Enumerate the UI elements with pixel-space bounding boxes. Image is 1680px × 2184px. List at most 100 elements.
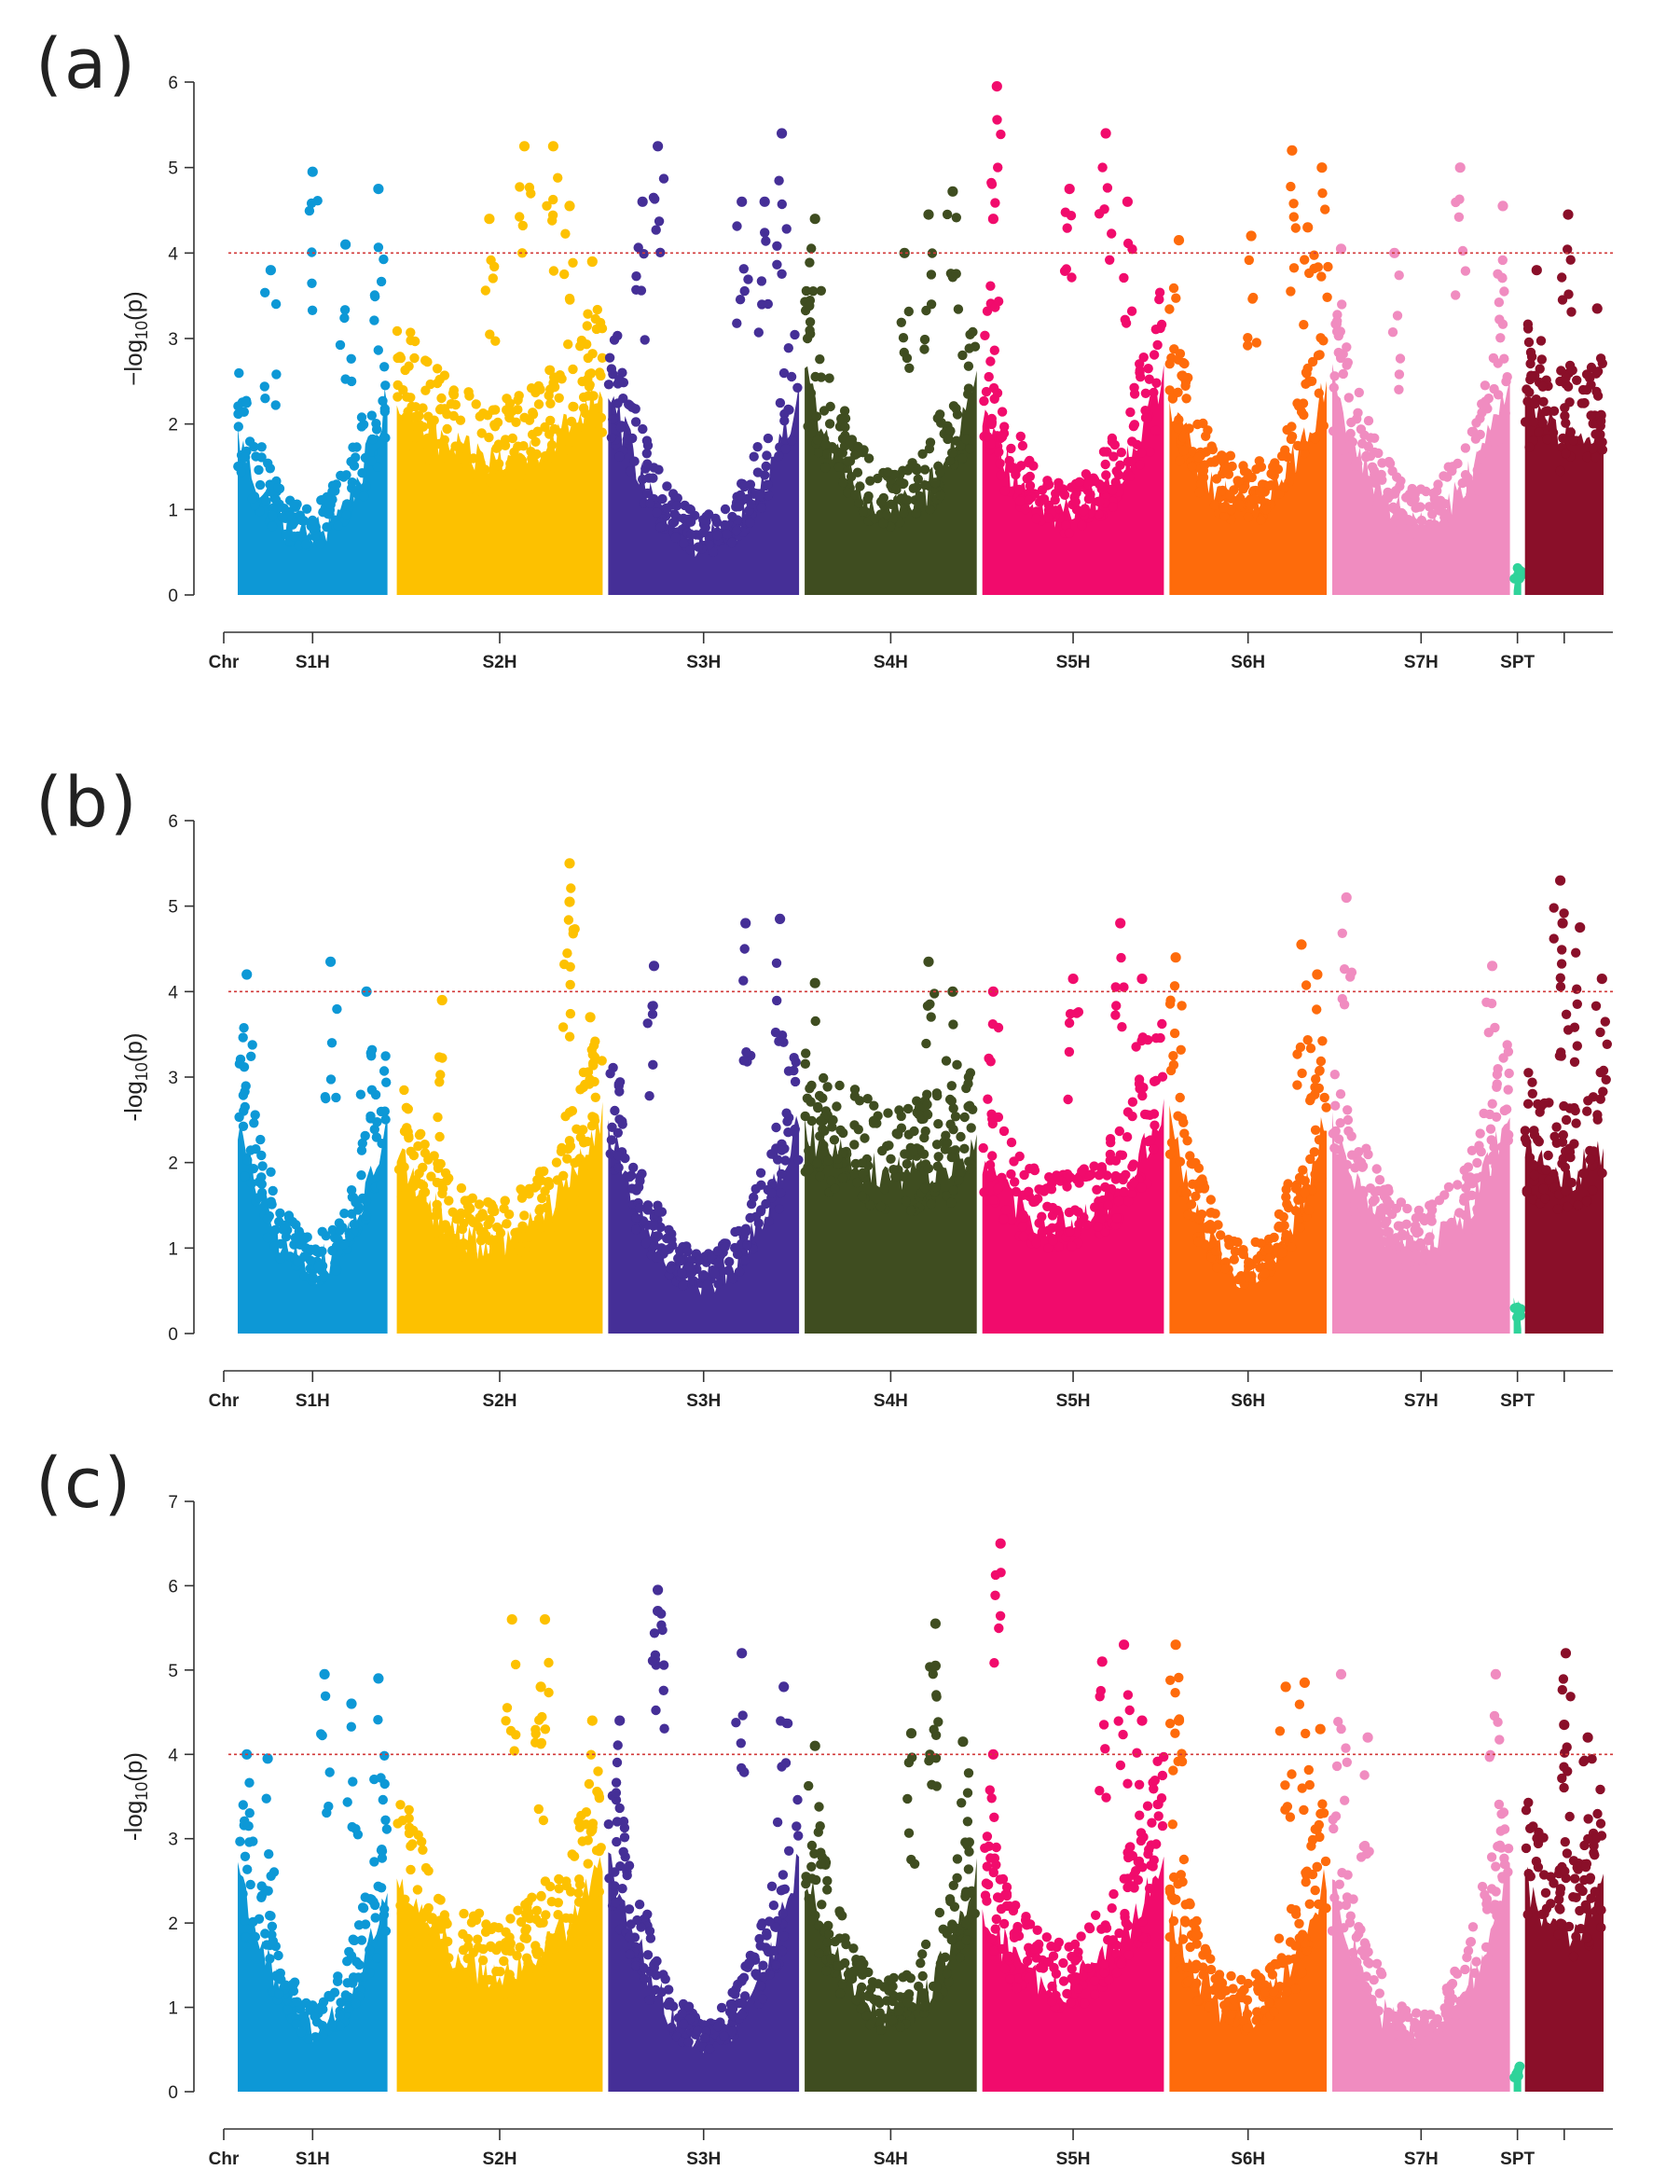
x-tick-label: S6H [1231,653,1265,672]
snp-point [272,1971,282,1983]
snp-point [567,1106,578,1116]
snp-point [1131,1042,1141,1052]
snp-point [516,471,526,481]
snp-point [448,1207,458,1217]
y-tick-label: 0 [168,1325,178,1345]
snp-point [919,1182,930,1194]
snp-point [1297,1068,1307,1079]
snp-point [1242,2023,1252,2033]
snp-point [815,1821,825,1832]
snp-point [1597,1168,1607,1179]
snp-point [738,975,749,986]
snp-point [1063,1094,1073,1105]
snp-point [505,1938,516,1949]
snp-point [1041,1932,1053,1942]
snp-point [738,264,749,274]
snp-point [350,1935,360,1945]
snp-point [434,1131,445,1142]
snp-point [1136,1182,1147,1193]
snp-point [376,276,387,287]
snp-point [1387,518,1398,530]
snp-point [952,1059,962,1070]
snp-point [299,1234,310,1244]
snp-point [433,1112,443,1123]
snp-point [357,1138,367,1149]
snp-point [806,1861,817,1872]
snp-point [1314,1083,1325,1094]
snp-point [457,1223,468,1235]
snp-point [828,1114,838,1126]
snp-point [640,1237,652,1249]
snp-point [262,1232,273,1243]
snp-peak-point [991,81,1002,92]
snp-point [573,1897,585,1907]
snp-point [610,1881,620,1891]
snp-point [789,1127,800,1138]
snp-point [432,1199,442,1209]
snp-point [459,1908,469,1919]
snp-point [358,1903,369,1914]
snp-point [1268,1986,1279,1997]
snp-point [624,1931,635,1942]
snp-point [1129,1883,1139,1893]
snp-point [724,1256,735,1267]
snp-point [612,1836,622,1847]
snp-point [1103,1200,1113,1210]
x-tick-label: S6H [1231,1391,1265,1411]
snp-point [332,1003,342,1015]
snp-point [1453,212,1465,222]
snp-point [603,1819,613,1830]
snp-point [1568,435,1579,446]
snp-point [1315,333,1326,343]
snp-point [816,285,826,296]
chr-label: Chr [209,2149,240,2169]
snp-point [783,343,793,353]
snp-point [1493,269,1503,279]
snp-point [1200,1943,1211,1954]
snp-point [1320,1856,1331,1867]
snp-point [530,1220,541,1230]
snp-point [234,367,244,379]
snp-point [379,254,389,265]
snp-point [1065,1226,1075,1237]
snp-point [935,491,946,501]
snp-peak-point [740,918,751,929]
snp-point [764,1216,774,1226]
snp-point [450,399,461,410]
snp-point [657,1624,668,1636]
snp-point [1235,1274,1246,1285]
snp-point [584,381,595,392]
snp-point [1316,271,1327,282]
snp-point [502,1703,513,1713]
snp-point [790,329,800,340]
snp-point [549,423,559,435]
snp-point [551,1157,562,1168]
snp-point [397,1816,407,1826]
snp-point [1225,490,1235,500]
snp-point [1572,375,1582,385]
snp-point [266,1871,276,1881]
snp-peak-point [1575,922,1586,933]
snp-point [1124,1842,1136,1853]
snp-point [919,480,930,491]
snp-point [642,1909,653,1919]
snp-point [1585,1154,1595,1165]
snp-point [1403,2043,1413,2053]
snp-point [898,333,909,343]
snp-point [455,415,466,425]
snp-point [1028,1163,1040,1173]
snp-point [1452,1239,1463,1250]
snp-point [990,1590,1000,1600]
snp-point [1492,1082,1502,1092]
snp-point [554,1874,564,1885]
snp-point [1012,1921,1023,1932]
snp-point [945,425,956,436]
snp-point [471,399,481,409]
snp-point [556,1146,567,1156]
snp-point [744,1957,754,1969]
snp-point [404,1822,415,1832]
snp-point [1157,1018,1167,1030]
snp-point [560,228,571,239]
